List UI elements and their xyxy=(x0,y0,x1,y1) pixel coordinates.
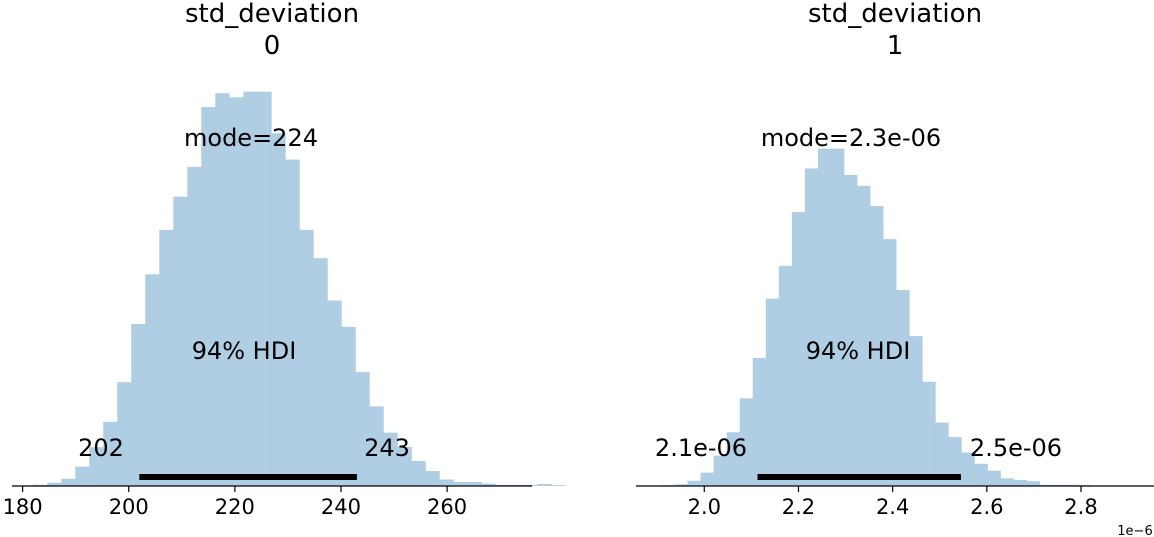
histogram-bar xyxy=(948,437,962,486)
histogram-bar xyxy=(1026,481,1041,486)
histogram-bar xyxy=(411,460,426,486)
panel-1-hdi-high-label: 2.5e-06 xyxy=(970,434,1062,462)
histogram-bar xyxy=(341,326,356,486)
panel-1-axis-offset: 1e−6 xyxy=(1117,524,1152,537)
histogram-bar xyxy=(243,91,258,486)
histogram-bar xyxy=(145,274,160,486)
histogram-bar xyxy=(103,421,118,486)
panel-1-hdi-low-label: 2.1e-06 xyxy=(655,434,747,462)
histogram-bar xyxy=(355,372,370,486)
x-tick-label: 2.8 xyxy=(1064,495,1097,519)
panel-1-mode-label: mode=2.3e-06 xyxy=(761,124,941,152)
x-tick-label: 2.4 xyxy=(876,495,909,519)
histogram-bar xyxy=(61,478,76,486)
histogram-bar xyxy=(173,196,188,487)
panel-1-x-ticks: 2.0 2.2 2.4 2.6 2.8 xyxy=(688,486,1098,519)
histogram-bar xyxy=(674,484,688,486)
histogram-bar xyxy=(509,484,524,486)
histogram-bar xyxy=(752,357,767,486)
x-tick-label: 2.6 xyxy=(970,495,1003,519)
histogram-bar xyxy=(922,381,936,486)
histogram-bar xyxy=(229,97,244,486)
x-tick-label: 260 xyxy=(427,495,467,519)
histogram-bar xyxy=(1013,479,1027,486)
histogram-bar xyxy=(713,455,727,486)
histogram-bar xyxy=(201,107,216,487)
panel-1-title-line2: 1 xyxy=(887,31,904,61)
panel-0-hdi-label: 94% HDI xyxy=(192,337,297,365)
x-tick-label: 220 xyxy=(215,495,255,519)
panel-std-deviation-0: std_deviation 0 180 200 220 240 260 mode=224… xyxy=(3,0,566,519)
histogram-bar xyxy=(831,148,845,486)
panel-0-x-ticks: 180 200 220 240 260 xyxy=(3,486,467,519)
histogram-bar xyxy=(215,93,230,486)
histogram-bar xyxy=(765,298,780,486)
histogram-bar xyxy=(961,452,975,486)
x-tick-label: 2.2 xyxy=(782,495,815,519)
panel-1-hdi-label: 94% HDI xyxy=(806,337,911,365)
histogram-bar xyxy=(117,382,132,486)
panel-0-mode-label: mode=224 xyxy=(184,124,318,152)
histogram-bar xyxy=(523,484,538,486)
histogram-bar xyxy=(857,185,871,486)
histogram-bar xyxy=(467,481,482,486)
panel-0-title-line2: 0 xyxy=(264,31,281,61)
panel-1-title-line1: std_deviation xyxy=(808,0,982,29)
panel-0-title-line1: std_deviation xyxy=(185,0,359,29)
histogram-bar xyxy=(425,471,440,486)
histogram-bar xyxy=(453,481,468,486)
histogram-bar xyxy=(844,174,858,487)
histogram-bar xyxy=(481,483,496,486)
histogram-bar xyxy=(131,324,146,486)
histogram-bar xyxy=(271,133,286,486)
histogram-bar xyxy=(700,472,714,486)
histogram-bar xyxy=(1052,484,1067,486)
histogram-bar xyxy=(935,422,949,486)
histogram-bar xyxy=(495,484,510,486)
histogram-bar xyxy=(909,336,923,486)
histogram-bar xyxy=(551,485,566,486)
histogram-bar xyxy=(285,159,300,486)
histogram-bar xyxy=(397,446,412,486)
histogram-bar xyxy=(313,258,328,486)
histogram-bar xyxy=(159,229,174,487)
x-tick-label: 200 xyxy=(109,495,149,519)
histogram-bar xyxy=(687,480,701,486)
histogram-bar xyxy=(804,168,819,486)
histogram-bar xyxy=(1039,484,1054,486)
panel-0-hdi-low-label: 202 xyxy=(78,434,124,462)
histogram-bar xyxy=(883,239,897,486)
histogram-bar xyxy=(299,229,314,487)
histogram-bar xyxy=(47,482,62,486)
histogram-bar xyxy=(791,212,806,486)
histogram-bar xyxy=(896,290,910,486)
histogram-bar xyxy=(257,91,272,486)
x-tick-label: 240 xyxy=(321,495,361,519)
histogram-bar xyxy=(327,300,342,486)
histogram-bar xyxy=(1000,478,1014,486)
histogram-bar xyxy=(974,463,988,486)
histogram-bar xyxy=(33,484,48,486)
histogram-bar xyxy=(870,206,884,486)
histogram-bar xyxy=(987,470,1001,486)
histogram-bar xyxy=(1065,484,1080,486)
panel-0-hdi-high-label: 243 xyxy=(364,434,410,462)
histogram-bar xyxy=(383,432,398,486)
histogram-bar xyxy=(726,432,740,486)
histogram-bar xyxy=(439,479,454,486)
histogram-bar xyxy=(75,466,90,486)
panel-0-histogram xyxy=(33,91,566,487)
histogram-bar xyxy=(369,406,384,486)
x-tick-label: 180 xyxy=(3,495,43,519)
histogram-bar xyxy=(89,447,104,486)
histogram-bar xyxy=(537,483,552,486)
histogram-bar xyxy=(817,148,832,486)
panel-1-histogram xyxy=(661,148,1093,487)
histogram-bar xyxy=(187,166,202,486)
histogram-bar xyxy=(739,398,754,486)
panel-std-deviation-1: std_deviation 1 2.0 2.2 2.4 2.6 2.8 mode=2.3… xyxy=(636,0,1154,537)
x-tick-label: 2.0 xyxy=(688,495,721,519)
histogram-bar xyxy=(778,265,793,486)
